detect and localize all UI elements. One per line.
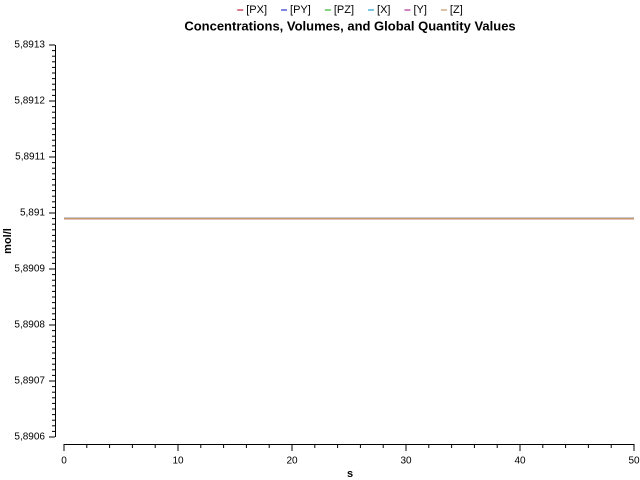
x-axis-label: s xyxy=(347,468,353,480)
y-axis-label: mol/l xyxy=(2,228,14,254)
y-tick-label: 5,8908 xyxy=(14,320,45,331)
chart-title: Concentrations, Volumes, and Global Quan… xyxy=(184,18,515,33)
x-tick-label: 40 xyxy=(514,456,526,467)
legend-label: [PX] xyxy=(246,4,267,16)
y-tick-label: 5,891 xyxy=(20,208,45,219)
y-tick-label: 5,8907 xyxy=(14,376,45,387)
x-tick-label: 10 xyxy=(172,456,184,467)
legend-label: [Z] xyxy=(450,4,463,16)
x-tick-label: 20 xyxy=(286,456,298,467)
legend-label: [PZ] xyxy=(334,4,354,16)
y-tick-label: 5,8913 xyxy=(14,40,45,51)
x-tick-label: 50 xyxy=(628,456,640,467)
x-tick-label: 30 xyxy=(400,456,412,467)
legend-label: [Y] xyxy=(413,4,426,16)
y-tick-label: 5,8909 xyxy=(14,264,45,275)
legend-label: [X] xyxy=(377,4,390,16)
legend-item: [X] xyxy=(368,4,390,16)
y-tick-label: 5,8911 xyxy=(15,152,45,163)
x-tick-label: 0 xyxy=(61,456,67,467)
legend-item: [PZ] xyxy=(324,4,354,16)
legend-item: [Y] xyxy=(404,4,427,16)
y-tick-label: 5,8906 xyxy=(14,432,45,443)
legend-item: [PX] xyxy=(237,4,267,16)
legend-item: [PY] xyxy=(281,4,311,16)
y-tick-label: 5,8912 xyxy=(14,96,45,107)
legend-item: [Z] xyxy=(440,4,463,16)
legend-label: [PY] xyxy=(290,4,311,16)
